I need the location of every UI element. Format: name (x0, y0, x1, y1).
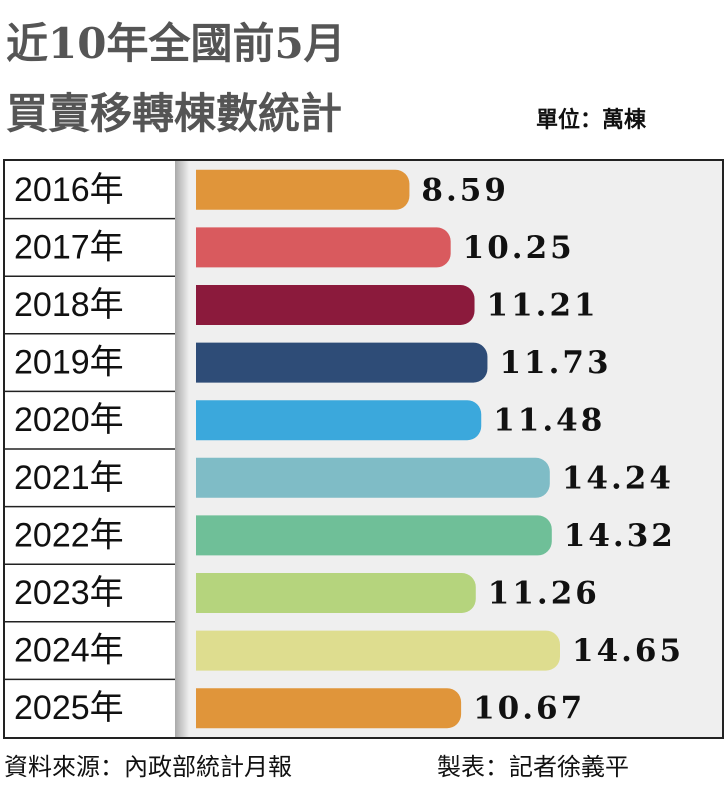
bar (196, 400, 482, 441)
y-tick-label: 2019年 (14, 344, 124, 382)
value-label: 14.24 (562, 460, 674, 496)
bar (196, 457, 550, 498)
y-tick-label: 2025年 (14, 689, 124, 727)
bar (196, 630, 560, 671)
value-label: 11.48 (493, 403, 605, 439)
value-label: 14.32 (564, 518, 676, 554)
y-tick-label: 2023年 (14, 574, 124, 612)
bar (196, 169, 410, 210)
y-tick-label: 2022年 (14, 516, 124, 554)
value-label: 11.73 (499, 345, 611, 381)
bar (196, 688, 462, 729)
bar (196, 573, 476, 613)
bar (196, 285, 475, 325)
chart-title: 近10年全國前5月 (6, 19, 346, 68)
value-label: 11.26 (488, 576, 600, 612)
bar (196, 342, 488, 383)
unit-label: 單位：萬棟 (536, 107, 647, 133)
bar (196, 227, 451, 268)
y-tick-label: 2020年 (14, 401, 124, 439)
y-tick-label: 2018年 (14, 286, 124, 324)
source: 資料來源：內政部統計月報 (4, 753, 292, 781)
y-tick-label: 2017年 (14, 228, 124, 266)
value-label: 8.59 (421, 172, 509, 208)
value-label: 11.21 (487, 288, 599, 324)
value-label: 14.65 (572, 633, 684, 669)
value-label: 10.25 (463, 230, 575, 266)
y-tick-label: 2016年 (14, 171, 124, 209)
bar (196, 515, 552, 556)
column-shadow (175, 161, 189, 737)
value-label: 10.67 (473, 691, 585, 727)
y-tick-label: 2024年 (14, 632, 124, 670)
y-tick-label: 2021年 (14, 459, 124, 497)
chart-title: 買賣移轉棟數統計 (6, 89, 342, 138)
credit: 製表：記者徐義平 (437, 753, 629, 781)
